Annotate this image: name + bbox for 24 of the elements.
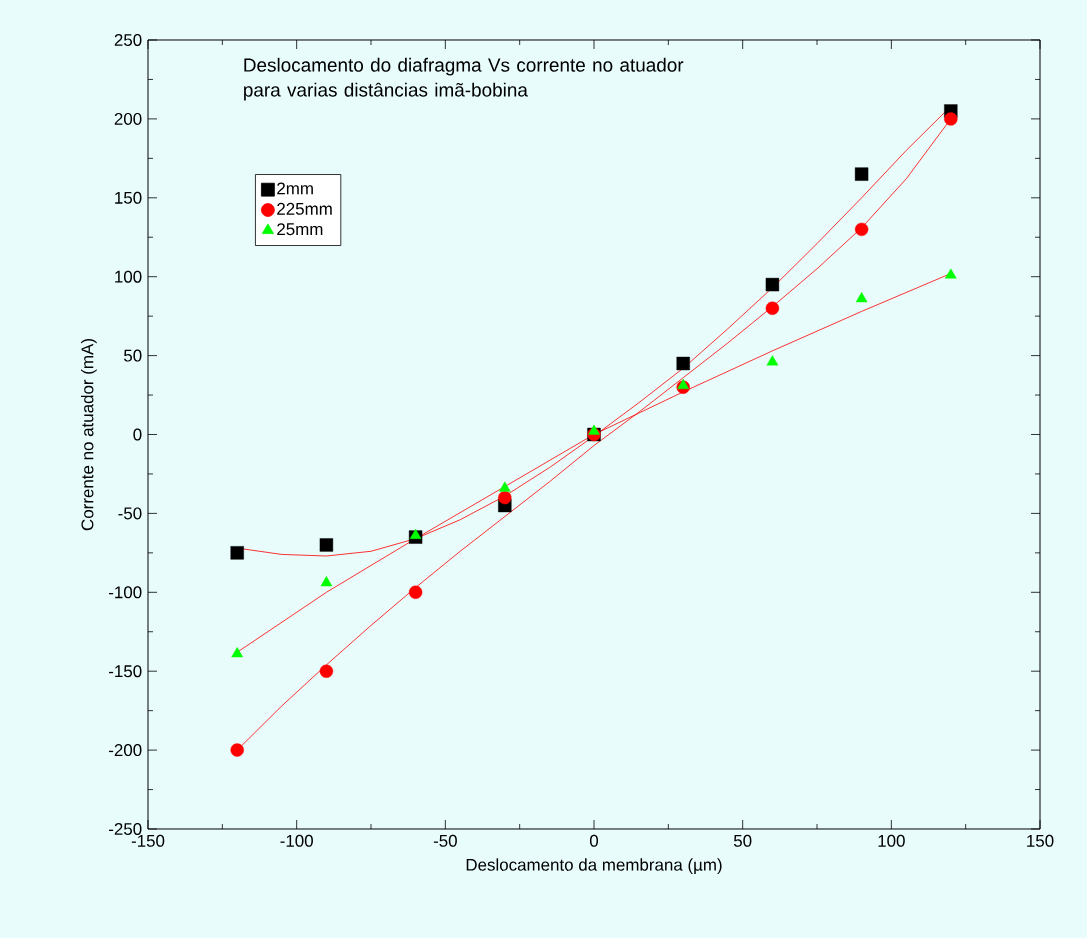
legend-label: 2mm <box>277 182 313 195</box>
y-tick-label: 0 <box>133 428 142 441</box>
legend-label: 25mm <box>277 223 323 236</box>
y-tick-label: -100 <box>109 586 142 599</box>
y-axis-title: Corrente no atuador (mA) <box>81 339 97 531</box>
x-axis-title: Deslocamento da membrana (µm) <box>466 858 722 875</box>
y-tick-label: 200 <box>114 112 142 125</box>
y-tick-label: 100 <box>115 270 142 283</box>
y-tick-label: 50 <box>123 349 142 362</box>
y-tick-label: -200 <box>109 744 142 757</box>
x-tick-label: -100 <box>280 834 313 847</box>
x-tick-label: 0 <box>589 834 599 847</box>
text: Deslocamento do diafragma Vs corrente no atuador para varias distâncias imã-bobina <box>244 57 684 101</box>
x-tick-label: -50 <box>433 834 457 847</box>
y-tick-label: 150 <box>115 191 142 204</box>
legend-label: 225mm <box>277 202 332 215</box>
x-tick-label: -150 <box>131 834 165 847</box>
x-tick-label: 150 <box>1027 834 1054 847</box>
x-tick-label: 50 <box>733 834 752 847</box>
y-tick-label: -50 <box>118 507 142 520</box>
x-tick-label: 100 <box>878 834 905 847</box>
y-tick-label: -250 <box>109 823 142 835</box>
y-tick-label: -150 <box>109 665 142 678</box>
y-tick-label: 250 <box>114 34 142 46</box>
